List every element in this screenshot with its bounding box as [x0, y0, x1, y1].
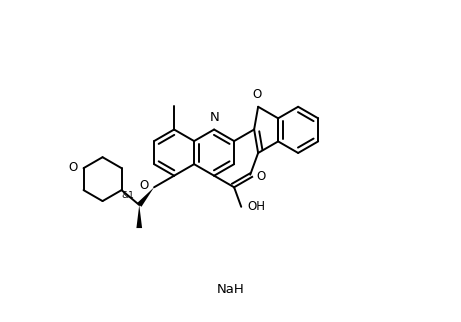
- Polygon shape: [136, 205, 142, 228]
- Text: NaH: NaH: [217, 283, 244, 296]
- Text: O: O: [68, 161, 77, 174]
- Polygon shape: [137, 187, 154, 207]
- Text: OH: OH: [247, 200, 265, 213]
- Text: N: N: [210, 111, 220, 124]
- Text: O: O: [257, 170, 266, 183]
- Text: &1: &1: [122, 191, 135, 200]
- Text: O: O: [139, 179, 148, 193]
- Text: O: O: [252, 88, 261, 101]
